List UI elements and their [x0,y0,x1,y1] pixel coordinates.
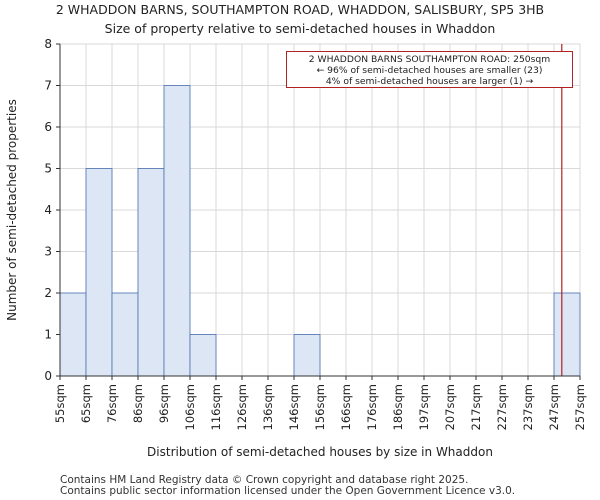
x-tick-label: 116sqm [209,384,223,430]
x-tick-label: 197sqm [417,384,431,430]
footer-line2: Contains public sector information licen… [60,485,516,497]
x-tick-label: 257sqm [573,384,587,430]
x-tick-label: 76sqm [105,384,119,423]
x-tick-label: 217sqm [469,384,483,430]
x-axis-label: Distribution of semi-detached houses by … [147,445,493,459]
y-tick-label: 7 [44,79,52,93]
x-tick-label: 86sqm [131,384,145,423]
annotation-line3: 4% of semi-detached houses are larger (1… [325,76,534,87]
bars-layer [59,85,581,377]
y-tick-label: 4 [44,203,52,217]
y-tick-label: 5 [44,162,52,176]
annotation-line2: ← 96% of semi-detached houses are smalle… [316,65,543,76]
y-axis-label: Number of semi-detached properties [5,99,19,321]
histogram-bar [111,292,139,377]
y-tick-label: 1 [44,328,52,342]
x-tick-label: 106sqm [183,384,197,430]
y-tick-label: 8 [44,37,52,51]
histogram-bar [59,292,87,377]
histogram-bar [85,168,113,377]
x-tick-label: 237sqm [521,384,535,430]
x-tick-label: 247sqm [547,384,561,430]
y-tick-label: 6 [44,120,52,134]
ticks-layer: 0 1 2 3 4 5 6 7 8 55sqm 65sqm 76sqm 86sqm 96sqm 106sqm… [44,37,587,430]
x-tick-label: 146sqm [287,384,301,430]
y-tick-label: 0 [44,369,52,383]
x-tick-label: 126sqm [235,384,249,430]
footer-line1: Contains HM Land Registry data © Crown c… [60,474,469,486]
x-tick-label: 156sqm [313,384,327,430]
histogram-bar [137,168,165,377]
histogram-bar [163,85,191,377]
histogram-bar [553,292,581,377]
x-tick-label: 96sqm [157,384,171,423]
x-tick-label: 55sqm [53,384,67,423]
x-tick-label: 65sqm [79,384,93,423]
property-annotation-box: 2 WHADDON BARNS SOUTHAMPTON ROAD: 250sqm… [286,51,573,88]
annotation-line1: 2 WHADDON BARNS SOUTHAMPTON ROAD: 250sqm [308,54,551,65]
x-tick-label: 227sqm [495,384,509,430]
y-tick-label: 3 [44,245,52,259]
histogram-bar [293,334,321,377]
chart-title-line1: 2 WHADDON BARNS, SOUTHAMPTON ROAD, WHADD… [55,2,545,17]
x-tick-label: 186sqm [391,384,405,430]
x-tick-label: 207sqm [443,384,457,430]
histogram-bar [189,334,217,377]
y-tick-label: 2 [44,286,52,300]
x-tick-label: 176sqm [365,384,379,430]
y-axis-label-container: Number of semi-detached properties [2,40,22,380]
x-tick-label: 136sqm [261,384,275,430]
chart-title-line2: Size of property relative to semi-detach… [104,21,496,36]
x-tick-label: 166sqm [339,384,353,430]
